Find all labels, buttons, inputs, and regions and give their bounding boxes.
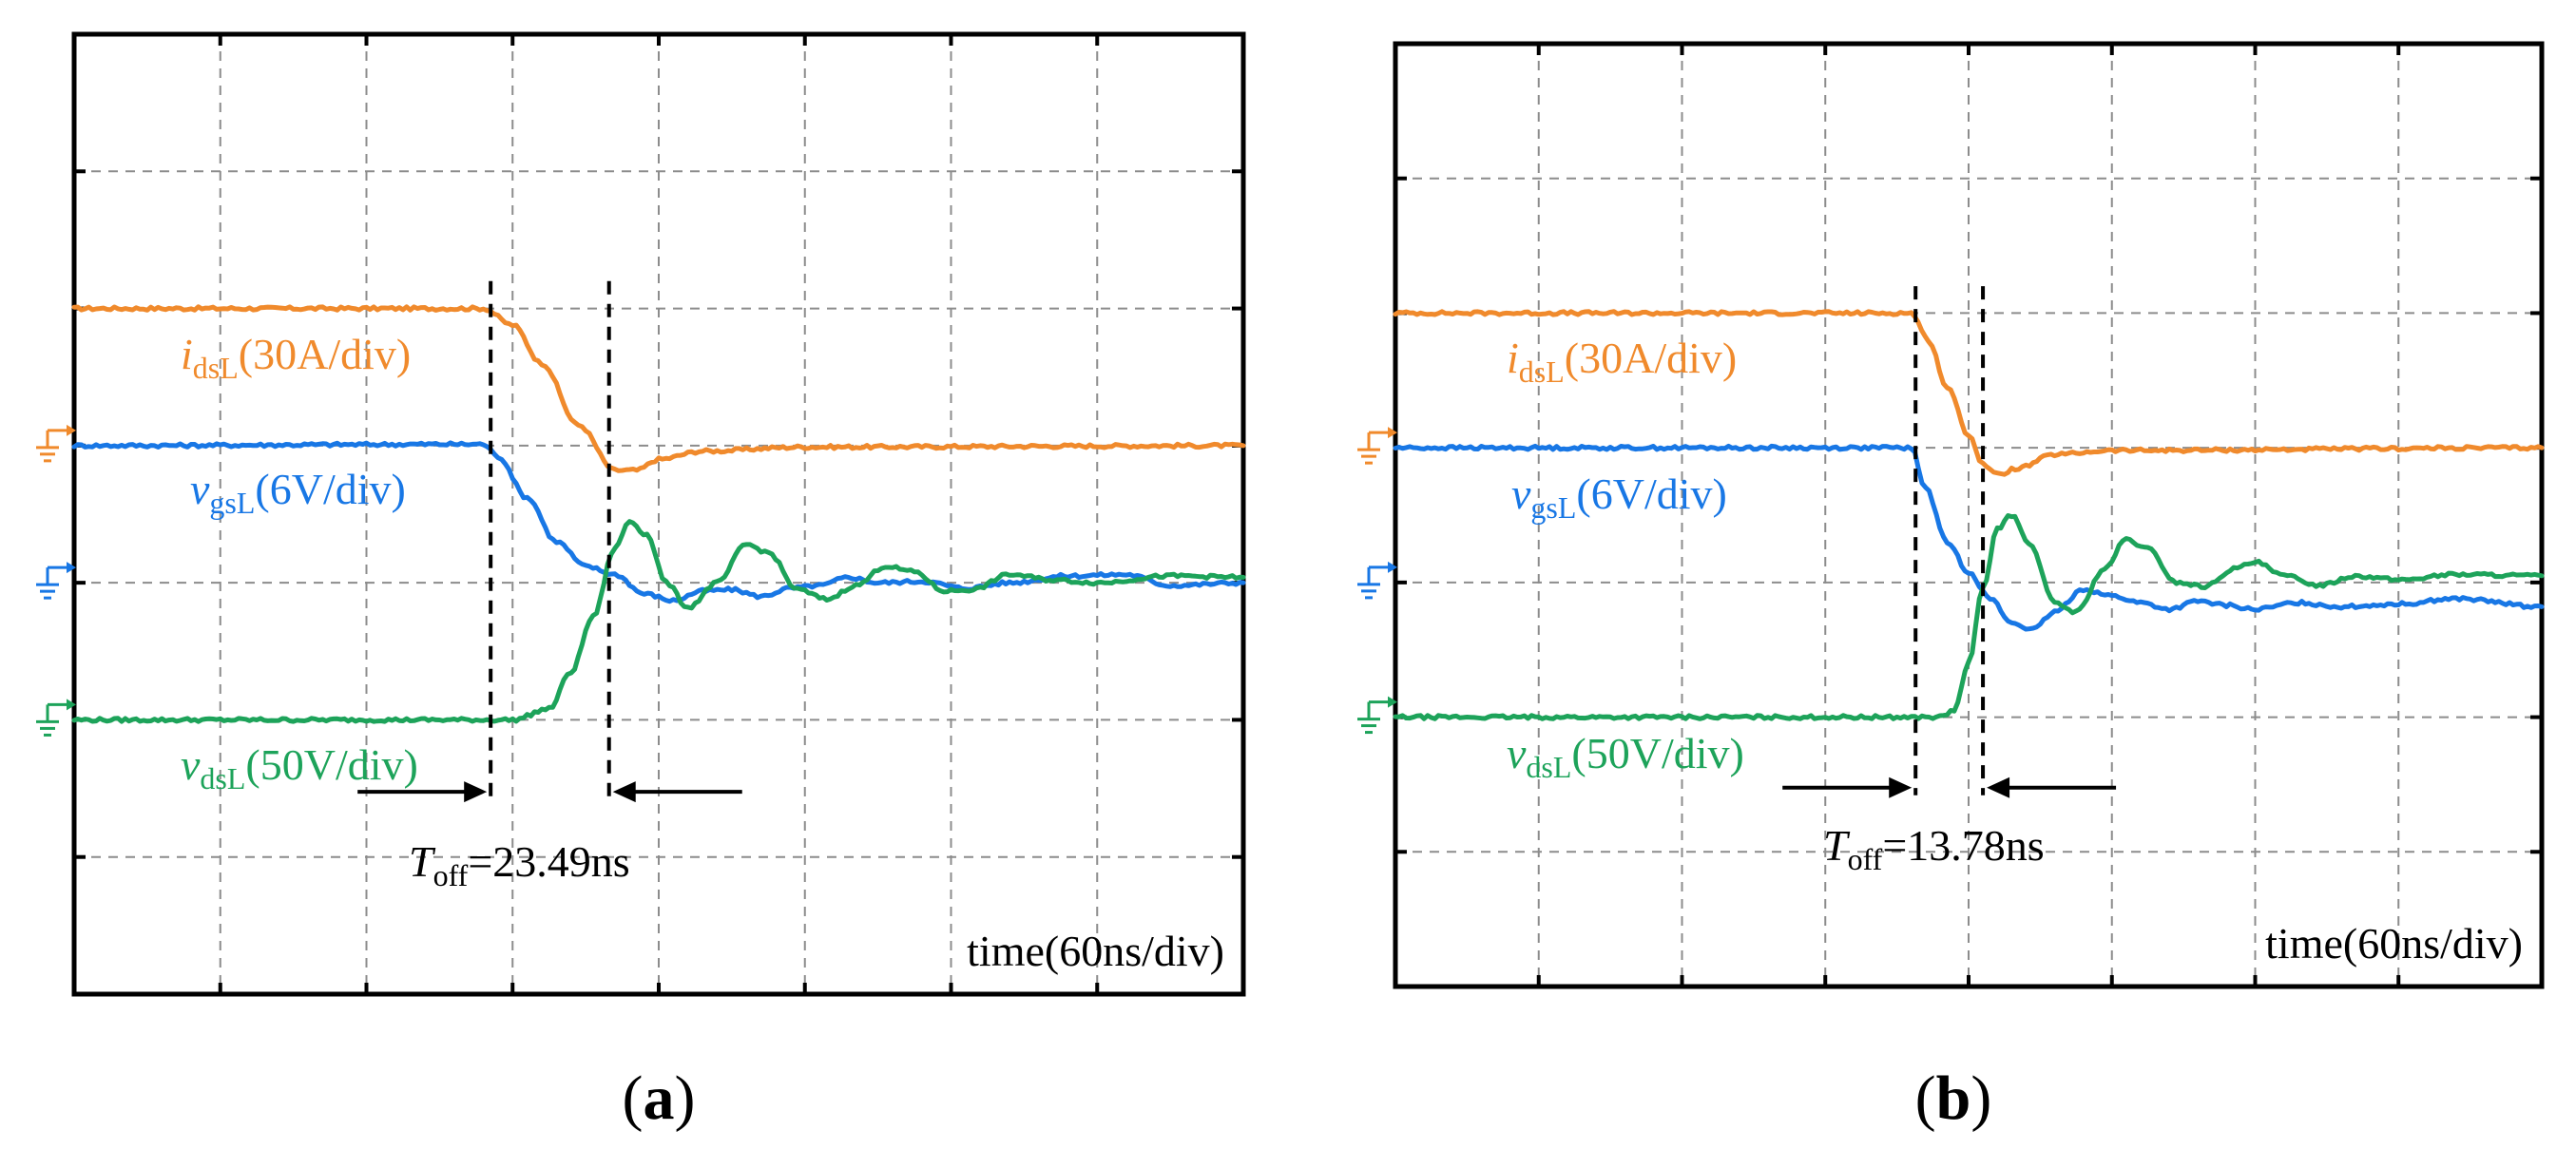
series-label-scale: (50V/div) [245, 740, 417, 789]
trace-idsL [71, 304, 1246, 473]
series-label-lead: v [1507, 729, 1527, 777]
caption-paren: ) [1970, 1064, 1991, 1133]
series-label-scale: (30A/div) [1565, 334, 1737, 382]
toff-symbol: T [409, 837, 436, 886]
series-label-sub: dsL [1519, 355, 1565, 389]
series-label-scale: (50V/div) [1571, 729, 1743, 777]
series-label-vdsL: vdsL(50V/div) [181, 740, 418, 795]
ground-marker-vdsL-icon [1357, 696, 1397, 735]
series-label-lead: v [1511, 470, 1531, 518]
ground-marker-vgsL-icon [1357, 561, 1397, 600]
panel-caption: (b) [1915, 1064, 1992, 1133]
caption-paren: ( [623, 1064, 644, 1133]
series-label-sub: dsL [1526, 750, 1571, 784]
ground-marker-vgsL-icon [36, 562, 76, 600]
series-label-sub: dsL [193, 351, 239, 385]
toff-symbol: T [1823, 821, 1851, 870]
series-label-scale: (6V/div) [255, 465, 405, 513]
ground-marker-idsL-icon [1357, 427, 1397, 465]
toff-arrow-right-icon [357, 781, 488, 803]
trace-vdsL [1393, 513, 2545, 721]
toff-label: Toff=13.78ns [1823, 821, 2045, 876]
series-label-sub: dsL [200, 761, 245, 795]
series-label-lead: v [181, 740, 201, 789]
toff-label: Toff=23.49ns [409, 837, 630, 892]
toff-value: =23.49ns [468, 837, 629, 886]
ground-marker-idsL-icon [36, 424, 76, 463]
toff-subscript: off [433, 858, 469, 892]
trace-vdsL [71, 519, 1246, 724]
x-axis-label: time(60ns/div) [967, 927, 1224, 975]
series-label-vgsL: vgsL(6V/div) [190, 465, 406, 520]
series-label-scale: (30A/div) [239, 330, 411, 378]
series-label-idsL: idsL(30A/div) [1507, 334, 1737, 389]
toff-arrow-left-icon [1987, 776, 2117, 798]
panel-a: idsL(30A/div)vgsL(6V/div)vdsL(50V/div)To… [36, 31, 1246, 1133]
ground-marker-vdsL-icon [36, 699, 76, 737]
toff-subscript: off [1848, 842, 1883, 876]
series-label-scale: (6V/div) [1576, 470, 1726, 518]
series-label-lead: i [1507, 334, 1519, 382]
series-label-vgsL: vgsL(6V/div) [1511, 470, 1727, 525]
panel-b: idsL(30A/div)vgsL(6V/div)vdsL(50V/div)To… [1357, 41, 2545, 1133]
x-axis-label: time(60ns/div) [2265, 919, 2523, 968]
caption-letter: b [1936, 1064, 1971, 1133]
series-label-sub: gsL [209, 486, 255, 520]
series-label-lead: i [181, 330, 193, 378]
caption-letter: a [644, 1064, 675, 1133]
caption-paren: ( [1915, 1064, 1936, 1133]
series-label-vdsL: vdsL(50V/div) [1507, 729, 1744, 784]
series-label-idsL: idsL(30A/div) [181, 330, 411, 385]
toff-arrow-right-icon [1782, 776, 1913, 798]
caption-paren: ) [675, 1064, 696, 1133]
trace-idsL [1393, 309, 2545, 477]
panel-caption: (a) [623, 1064, 696, 1133]
trace-vgsL [1393, 443, 2545, 632]
toff-arrow-left-icon [612, 781, 742, 803]
series-label-sub: gsL [1530, 490, 1576, 525]
toff-value: =13.78ns [1882, 821, 2044, 870]
series-label-lead: v [190, 465, 210, 513]
